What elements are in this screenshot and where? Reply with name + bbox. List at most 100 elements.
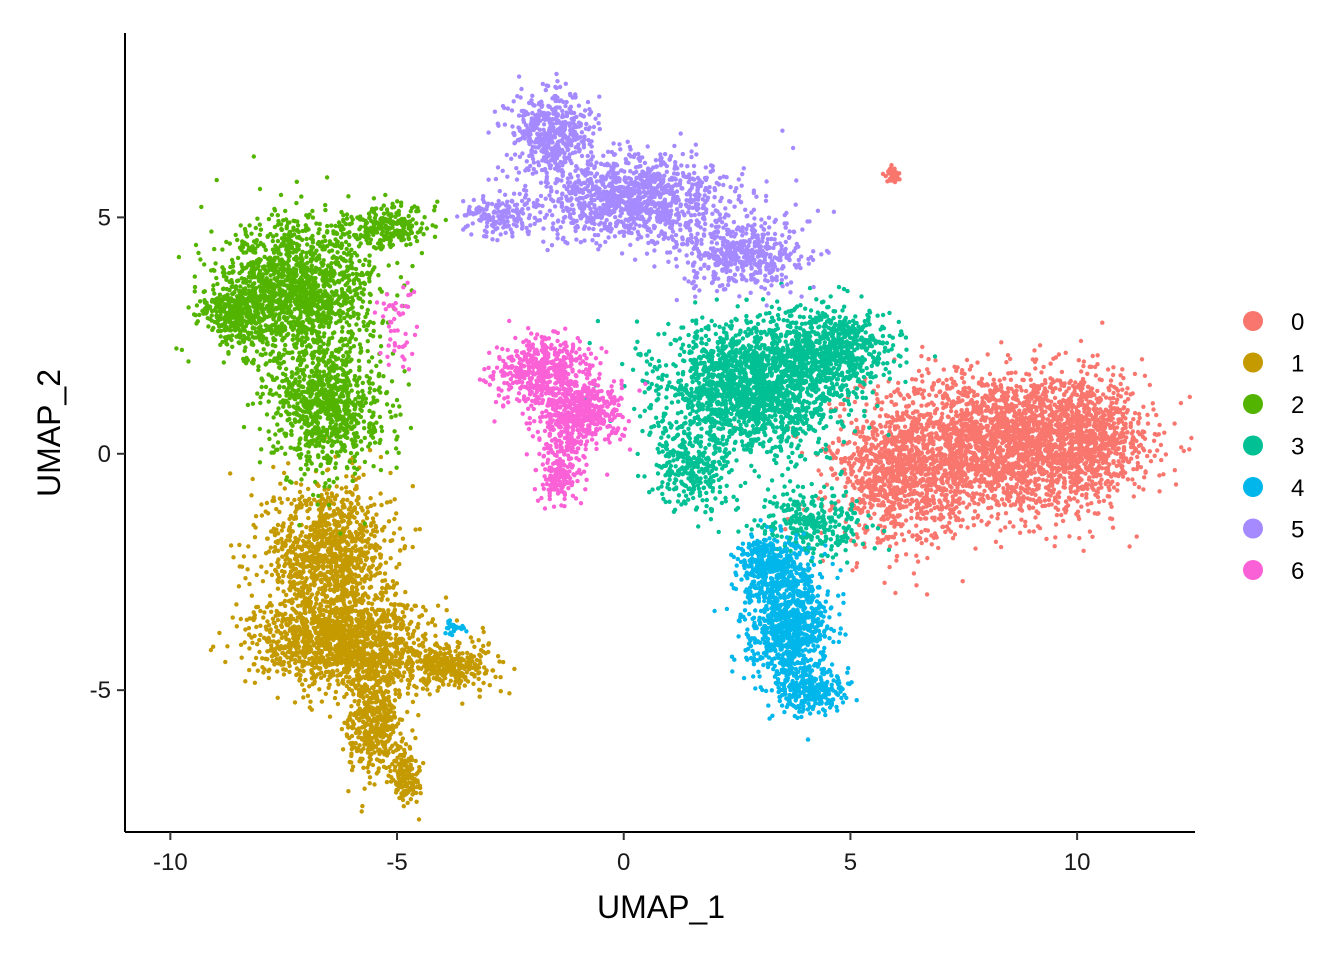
- cell-point: [973, 426, 978, 431]
- cell-point: [1130, 477, 1135, 482]
- cell-point: [1070, 476, 1075, 481]
- cell-point: [926, 449, 931, 454]
- cell-point: [378, 454, 384, 460]
- cell-point: [1028, 478, 1033, 484]
- cell-point: [925, 555, 930, 561]
- cell-point: [910, 443, 915, 448]
- cell-point: [371, 519, 376, 525]
- cell-point: [963, 462, 969, 467]
- cell-point: [887, 439, 892, 444]
- cell-point: [970, 450, 975, 456]
- cell-point: [938, 389, 943, 394]
- cell-point: [1110, 372, 1116, 378]
- cell-point: [872, 511, 877, 516]
- cell-point: [903, 552, 909, 557]
- cell-point: [956, 396, 961, 401]
- cell-point: [1021, 459, 1026, 464]
- cell-point: [885, 420, 890, 425]
- cell-point: [384, 500, 390, 505]
- cell-point: [968, 423, 974, 428]
- cell-point: [343, 485, 349, 490]
- cell-point: [341, 518, 346, 523]
- cell-point: [382, 538, 387, 543]
- cell-point: [1097, 427, 1103, 432]
- cell-point: [1100, 460, 1105, 466]
- cell-point: [948, 462, 953, 467]
- cell-point: [1130, 451, 1135, 456]
- cell-point: [894, 541, 899, 546]
- cell-point: [980, 416, 985, 422]
- cell-point: [902, 424, 908, 429]
- cell-point: [1034, 414, 1039, 419]
- cell-point: [1078, 458, 1084, 463]
- cell-point: [939, 475, 945, 480]
- cell-point: [1024, 371, 1029, 377]
- cell-point: [304, 525, 309, 530]
- cell-point: [960, 579, 965, 584]
- cell-point: [904, 430, 909, 435]
- cell-point: [984, 404, 989, 409]
- cell-point: [1028, 377, 1034, 382]
- cell-point: [923, 500, 928, 505]
- cell-point: [934, 406, 940, 412]
- cell-point: [1045, 492, 1050, 497]
- cell-point: [1018, 490, 1023, 495]
- cell-point: [1181, 448, 1187, 454]
- cell-point: [1087, 441, 1092, 446]
- cell-point: [254, 572, 259, 578]
- cell-point: [911, 490, 916, 495]
- cell-point: [1106, 485, 1111, 490]
- cell-point: [1023, 519, 1028, 524]
- cell-point: [919, 354, 924, 359]
- cell-point: [1136, 411, 1142, 417]
- cell-point: [1084, 460, 1089, 465]
- cell-point: [1120, 367, 1125, 372]
- cell-point: [906, 529, 912, 534]
- cell-point: [982, 488, 987, 494]
- cell-point: [1132, 410, 1138, 416]
- cell-point: [944, 383, 950, 389]
- cell-point: [264, 570, 269, 575]
- cell-point: [1062, 429, 1067, 434]
- cell-point: [868, 505, 874, 510]
- cell-point: [1011, 390, 1016, 395]
- cell-point: [1067, 403, 1073, 409]
- cell-point: [1070, 424, 1075, 430]
- cell-point: [916, 458, 921, 464]
- cell-point: [246, 544, 251, 549]
- cell-point: [842, 407, 847, 412]
- cell-point: [860, 426, 866, 431]
- cell-point: [334, 484, 339, 489]
- cell-point: [379, 502, 384, 508]
- cell-point: [1027, 462, 1032, 467]
- cell-point: [968, 444, 973, 449]
- cell-point: [909, 477, 914, 482]
- cell-point: [930, 494, 936, 499]
- cell-point: [341, 534, 346, 539]
- cell-point: [910, 422, 915, 428]
- cell-point: [1085, 371, 1090, 376]
- cell-point: [850, 463, 855, 469]
- cell-point: [345, 525, 350, 530]
- cell-point: [1063, 462, 1068, 467]
- cell-point: [989, 514, 994, 519]
- cell-point: [917, 413, 922, 418]
- cell-point: [1140, 434, 1146, 440]
- cell-point: [991, 493, 996, 499]
- cell-point: [284, 592, 289, 598]
- cell-point: [359, 535, 364, 541]
- cell-point: [1111, 471, 1117, 476]
- cell-point: [1068, 446, 1073, 451]
- cell-point: [867, 477, 872, 482]
- cell-point: [1077, 535, 1082, 541]
- cell-point: [970, 409, 976, 414]
- cell-point: [995, 480, 1000, 485]
- point-cloud: [174, 71, 1194, 822]
- cell-point: [1077, 423, 1083, 428]
- cell-point: [1095, 465, 1101, 471]
- cell-point: [947, 520, 952, 525]
- cell-point: [1100, 440, 1105, 445]
- cell-point: [1052, 544, 1057, 549]
- cell-point: [882, 525, 887, 530]
- cell-point: [854, 417, 859, 423]
